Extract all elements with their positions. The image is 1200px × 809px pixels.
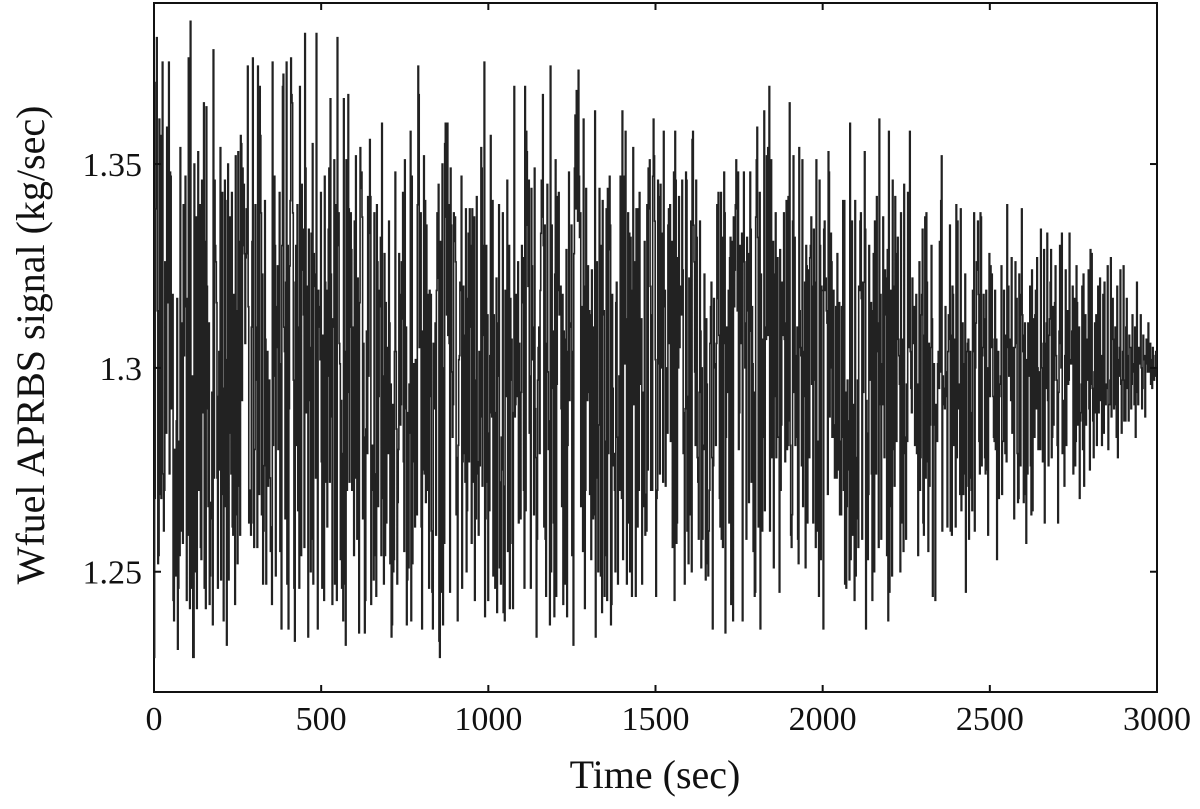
y-tick-label: 1.25	[83, 555, 143, 592]
y-tick-label: 1.35	[83, 147, 143, 184]
y-axis-title: Wfuel APRBS signal (kg/sec)	[8, 106, 53, 585]
signal-layer	[153, 20, 1158, 659]
y-tick-label: 1.3	[100, 351, 143, 388]
x-tick-label: 0	[146, 701, 163, 738]
signal-series-line	[153, 20, 1158, 659]
x-axis-ticks: 0 500 1000 1500 2000 2500 3000	[146, 3, 1191, 738]
x-tick-label: 500	[296, 701, 347, 738]
x-tick-label: 1000	[454, 701, 522, 738]
x-tick-label: 2000	[789, 701, 857, 738]
x-axis-title: Time (sec)	[570, 752, 741, 797]
y-axis-ticks: 1.25 1.3 1.35	[83, 147, 1157, 592]
x-tick-label: 1500	[622, 701, 690, 738]
x-tick-label: 3000	[1123, 701, 1191, 738]
x-tick-label: 2500	[956, 701, 1024, 738]
